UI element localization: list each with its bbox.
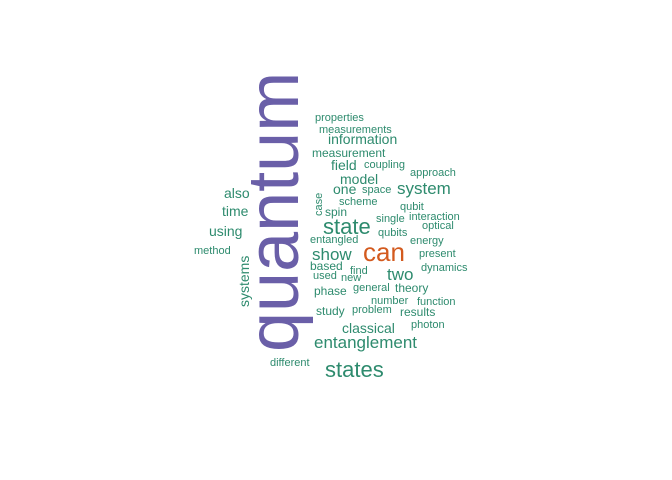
word-function: function <box>417 296 456 308</box>
word-new: new <box>341 272 361 284</box>
word-photon: photon <box>411 319 445 331</box>
word-space: space <box>362 184 391 196</box>
word-using: using <box>209 223 242 239</box>
word-different: different <box>270 357 310 369</box>
word-state: state <box>323 214 371 239</box>
word-optical: optical <box>422 220 454 232</box>
word-quantum: quantum <box>234 72 314 352</box>
word-used: used <box>313 270 337 282</box>
word-dynamics: dynamics <box>421 262 468 274</box>
word-results: results <box>400 305 435 319</box>
word-measurements: measurements <box>319 124 392 136</box>
word-entanglement: entanglement <box>314 333 417 352</box>
word-two: two <box>387 265 413 284</box>
word-case: case <box>313 193 325 216</box>
word-one: one <box>333 181 357 197</box>
word-spin: spin <box>325 205 347 219</box>
word-based: based <box>310 259 343 273</box>
word-can: can <box>363 237 405 267</box>
word-model: model <box>340 171 378 187</box>
word-number: number <box>371 295 409 307</box>
word-classical: classical <box>342 320 395 336</box>
word-scheme: scheme <box>339 196 378 208</box>
word-approach: approach <box>410 167 456 179</box>
word-energy: energy <box>410 235 444 247</box>
word-measurement: measurement <box>312 146 386 160</box>
word-properties: properties <box>315 112 364 124</box>
word-single: single <box>376 213 405 225</box>
word-coupling: coupling <box>364 159 405 171</box>
word-states: states <box>325 357 384 382</box>
word-phase: phase <box>314 284 347 298</box>
word-qubits: qubits <box>378 227 408 239</box>
word-show: show <box>312 245 352 264</box>
word-qubit: qubit <box>400 201 424 213</box>
word-also: also <box>224 185 250 201</box>
word-system: system <box>397 179 451 198</box>
word-field: field <box>331 157 357 173</box>
word-entangled: entangled <box>310 234 358 246</box>
word-interaction: interaction <box>409 211 460 223</box>
word-theory: theory <box>395 281 428 295</box>
word-problem: problem <box>352 304 392 316</box>
word-general: general <box>353 282 390 294</box>
word-information: information <box>328 131 397 147</box>
word-present: present <box>419 248 456 260</box>
word-method: method <box>194 245 231 257</box>
word-study: study <box>316 304 345 318</box>
word-find: find <box>350 265 368 277</box>
word-systems: systems <box>236 256 252 307</box>
word-time: time <box>222 203 249 219</box>
